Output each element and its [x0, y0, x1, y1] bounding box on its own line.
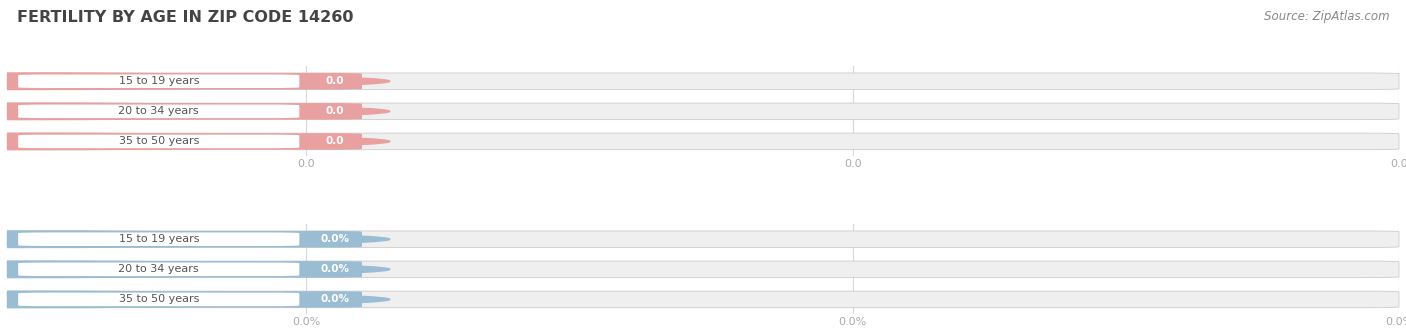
- FancyBboxPatch shape: [18, 232, 299, 246]
- FancyBboxPatch shape: [7, 73, 1399, 89]
- FancyBboxPatch shape: [7, 73, 361, 89]
- Text: FERTILITY BY AGE IN ZIP CODE 14260: FERTILITY BY AGE IN ZIP CODE 14260: [17, 10, 353, 25]
- FancyBboxPatch shape: [18, 74, 299, 88]
- Text: 0.0: 0.0: [326, 106, 344, 116]
- Text: 0.0: 0.0: [1391, 159, 1406, 169]
- FancyBboxPatch shape: [7, 291, 1399, 308]
- FancyBboxPatch shape: [311, 105, 359, 118]
- FancyBboxPatch shape: [7, 103, 1399, 119]
- FancyBboxPatch shape: [7, 291, 361, 308]
- Circle shape: [0, 133, 389, 150]
- Circle shape: [0, 103, 389, 119]
- Text: 20 to 34 years: 20 to 34 years: [118, 264, 200, 274]
- Text: 0.0%: 0.0%: [838, 317, 866, 327]
- Text: 35 to 50 years: 35 to 50 years: [118, 294, 198, 305]
- FancyBboxPatch shape: [311, 232, 359, 246]
- FancyBboxPatch shape: [7, 261, 361, 278]
- FancyBboxPatch shape: [18, 262, 299, 276]
- FancyBboxPatch shape: [311, 262, 359, 276]
- Circle shape: [0, 73, 389, 89]
- Circle shape: [0, 231, 389, 248]
- FancyBboxPatch shape: [7, 261, 1399, 278]
- Text: 0.0%: 0.0%: [1385, 317, 1406, 327]
- FancyBboxPatch shape: [18, 293, 299, 306]
- FancyBboxPatch shape: [311, 135, 359, 148]
- Circle shape: [0, 291, 389, 308]
- Text: 0.0%: 0.0%: [321, 264, 349, 274]
- Text: Source: ZipAtlas.com: Source: ZipAtlas.com: [1264, 10, 1389, 23]
- Text: 0.0: 0.0: [844, 159, 862, 169]
- Text: 15 to 19 years: 15 to 19 years: [118, 76, 200, 86]
- FancyBboxPatch shape: [7, 103, 361, 119]
- FancyBboxPatch shape: [18, 105, 299, 118]
- Circle shape: [0, 261, 389, 278]
- FancyBboxPatch shape: [7, 231, 361, 248]
- Text: 0.0: 0.0: [326, 136, 344, 146]
- FancyBboxPatch shape: [7, 133, 361, 150]
- FancyBboxPatch shape: [311, 74, 359, 88]
- Text: 0.0%: 0.0%: [292, 317, 321, 327]
- FancyBboxPatch shape: [18, 135, 299, 148]
- Text: 0.0: 0.0: [298, 159, 315, 169]
- Text: 0.0%: 0.0%: [321, 294, 349, 305]
- Text: 20 to 34 years: 20 to 34 years: [118, 106, 200, 116]
- Text: 0.0: 0.0: [326, 76, 344, 86]
- Text: 35 to 50 years: 35 to 50 years: [118, 136, 198, 146]
- Text: 0.0%: 0.0%: [321, 234, 349, 244]
- FancyBboxPatch shape: [311, 293, 359, 306]
- FancyBboxPatch shape: [7, 231, 1399, 248]
- FancyBboxPatch shape: [7, 133, 1399, 150]
- Text: 15 to 19 years: 15 to 19 years: [118, 234, 200, 244]
